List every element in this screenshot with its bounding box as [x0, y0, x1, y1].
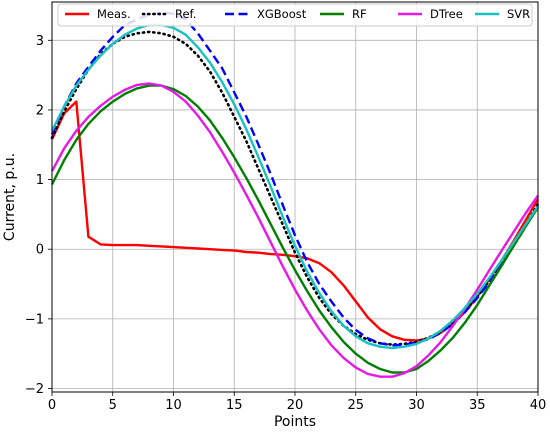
legend-box [57, 3, 533, 27]
x-tick-label: 35 [469, 398, 486, 413]
x-tick-label: 5 [109, 398, 117, 413]
x-tick-label: 40 [530, 398, 547, 413]
grid [51, 2, 539, 392]
legend-entry-label: XGBoost [257, 7, 307, 21]
legend-entry-label: RF [352, 7, 367, 21]
y-tick-label: 0 [36, 243, 44, 258]
y-tick-label: −2 [25, 382, 44, 397]
y-tick-label: 1 [36, 173, 44, 188]
x-axis-label: Points [274, 414, 316, 430]
x-tick-label: 20 [287, 398, 304, 413]
x-tick-label: 25 [347, 398, 364, 413]
legend-entry-label: DTree [430, 7, 463, 21]
ticks: 0 5 10 15 20 25 30 35 40 −2 −1 0 1 2 3 [25, 34, 546, 413]
x-tick-label: 10 [165, 398, 182, 413]
y-tick-label: 2 [36, 103, 44, 118]
series-line-dtree [50, 82, 539, 378]
x-tick-label: 15 [226, 398, 243, 413]
legend-entry-label: Meas. [97, 7, 131, 21]
legend-entry-label: Ref. [175, 7, 196, 21]
legend: Meas. Ref. XGBoost RF DTree SVR [57, 3, 533, 27]
series-line-svr [50, 23, 539, 350]
legend-entry-label: SVR [507, 7, 530, 21]
x-tick-label: 30 [408, 398, 425, 413]
y-tick-label: −1 [25, 312, 44, 327]
series-line-rf [50, 84, 540, 374]
y-tick-label: 3 [36, 34, 44, 49]
y-axis-label: Current, p.u. [2, 153, 18, 241]
series-group [50, 11, 540, 378]
x-tick-label: 0 [48, 398, 56, 413]
